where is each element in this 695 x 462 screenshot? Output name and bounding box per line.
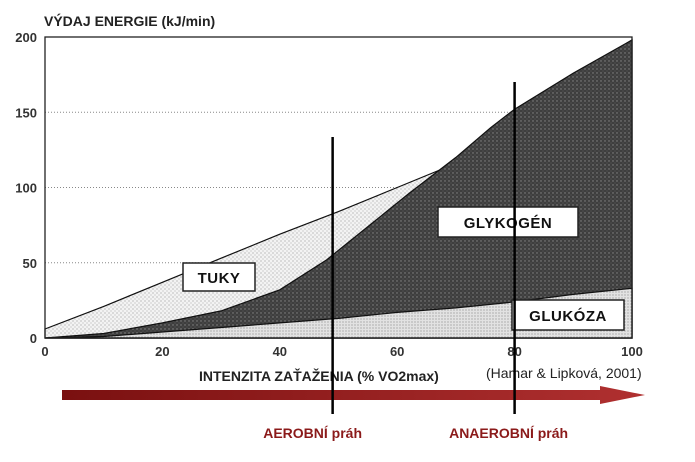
x-tick-60: 60 bbox=[390, 344, 404, 359]
y-tick-50: 50 bbox=[23, 256, 37, 271]
x-tick-20: 20 bbox=[155, 344, 169, 359]
label-box-glukoza: GLUKÓZA bbox=[511, 299, 625, 331]
x-tick-labels: 020406080100 bbox=[41, 344, 642, 359]
axes bbox=[44, 36, 633, 339]
threshold-label-aerobn-pr-h: AEROBNÍ práh bbox=[263, 425, 362, 441]
x-tick-0: 0 bbox=[41, 344, 48, 359]
y-tick-0: 0 bbox=[30, 331, 37, 346]
plot-frame bbox=[44, 36, 633, 339]
y-axis-title: VÝDAJ ENERGIE (kJ/min) bbox=[44, 12, 215, 29]
series-label-glykogen: GLYKOGÉN bbox=[464, 215, 552, 232]
threshold-lines: AEROBNÍ práh ANAEROBNÍ práh bbox=[263, 82, 568, 441]
label-box-glykogen: GLYKOGÉN bbox=[437, 206, 579, 238]
y-tick-100: 100 bbox=[15, 181, 37, 196]
series-label-tuky: TUKY bbox=[198, 270, 241, 287]
y-tick-200: 200 bbox=[15, 30, 37, 45]
x-axis-title: INTENZITA ZAŤAŽENIA (% VO2max) bbox=[199, 367, 439, 384]
source-citation: (Hamar & Lipková, 2001) bbox=[486, 365, 642, 381]
label-box-tuky: TUKY bbox=[182, 262, 256, 292]
series-label-glukoza: GLUKÓZA bbox=[529, 307, 607, 325]
x-tick-40: 40 bbox=[273, 344, 287, 359]
x-tick-100: 100 bbox=[621, 344, 643, 359]
intensity-arrow bbox=[62, 386, 645, 404]
area-glykogen bbox=[44, 38, 633, 339]
y-tick-labels: 0 50 100 150 200 bbox=[15, 30, 37, 346]
area-series bbox=[44, 38, 633, 339]
threshold-label-anaerobn-pr-h: ANAEROBNÍ práh bbox=[449, 425, 568, 441]
y-tick-150: 150 bbox=[15, 105, 37, 120]
